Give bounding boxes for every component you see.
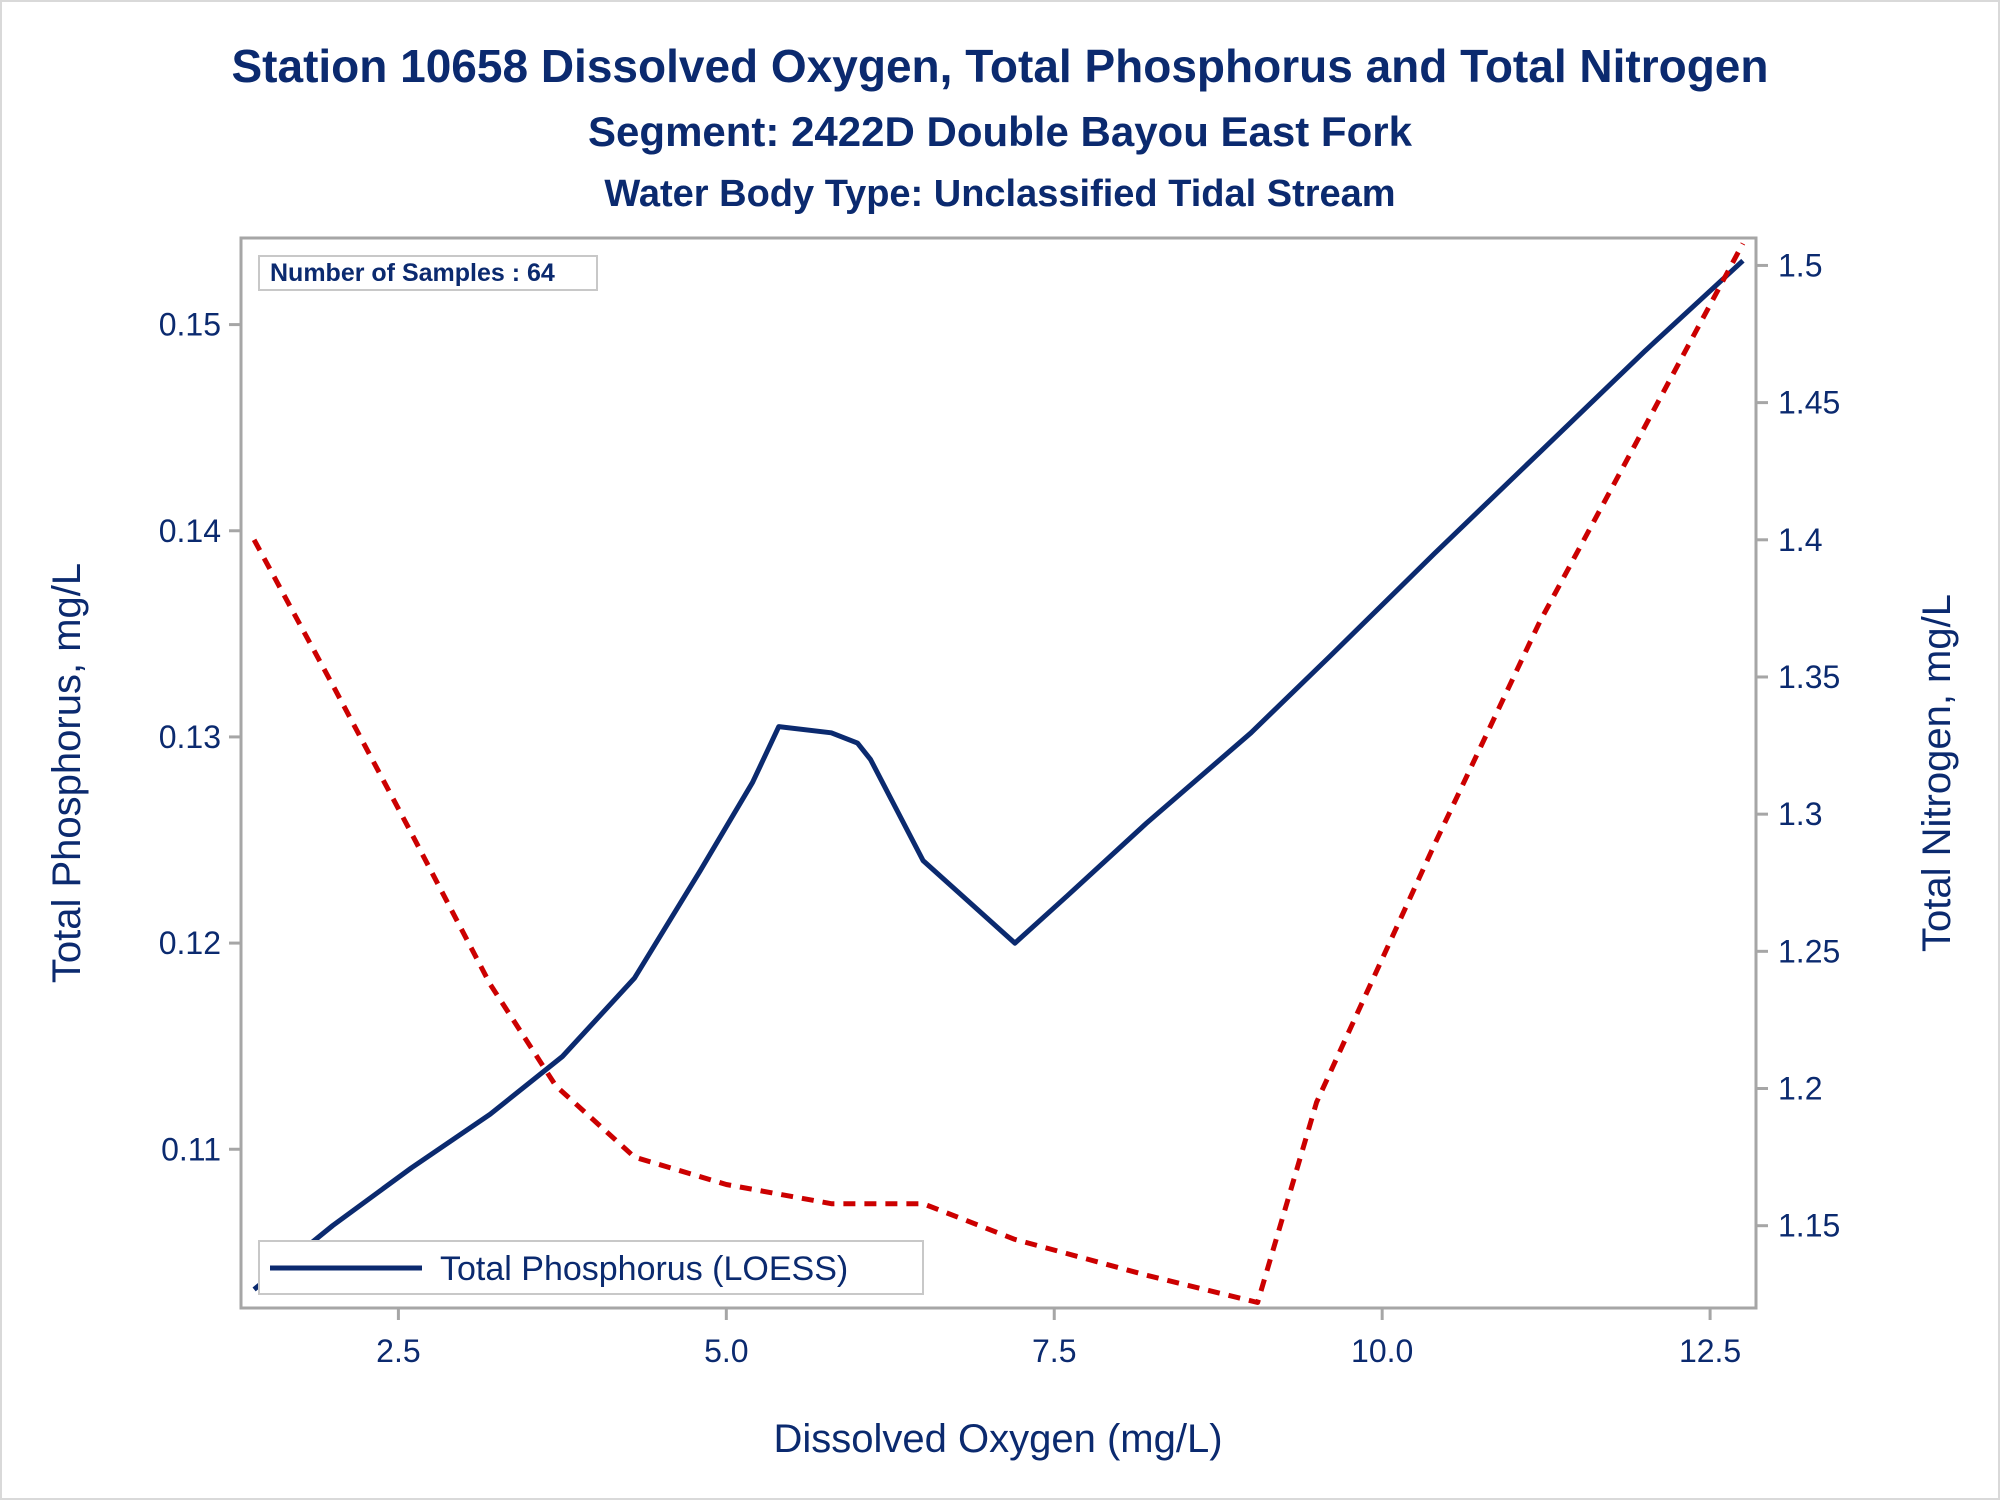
x-axis-label: Dissolved Oxygen (mg/L) [773,1417,1222,1461]
y-tick-label: 0.14 [159,513,221,549]
y2-tick-label: 1.15 [1778,1208,1840,1244]
y2-tick-label: 1.2 [1778,1071,1822,1107]
sample-count-label: Number of Samples : 64 [270,259,555,287]
x-tick-label: 5.0 [704,1333,748,1369]
y-tick-label: 0.11 [161,1131,221,1167]
legend-label: Total Phosphorus (LOESS) [440,1250,848,1288]
chart-subtitle: Segment: 2422D Double Bayou East Fork [588,108,1413,155]
y2-tick-label: 1.45 [1778,385,1840,421]
x-tick-label: 2.5 [376,1333,420,1369]
y2-tick-label: 1.4 [1778,522,1822,558]
y-tick-label: 0.15 [159,307,221,343]
x-axis-ticks: 2.5 5.0 7.5 10.0 12.5 [376,1308,1741,1369]
y2-axis-ticks: 1.15 1.2 1.25 1.3 1.35 1.4 1.45 1.5 [1756,247,1840,1244]
x-tick-label: 12.5 [1679,1333,1741,1369]
y-tick-label: 0.13 [159,719,221,755]
chart-title: Station 10658 Dissolved Oxygen, Total Ph… [231,40,1768,92]
y2-tick-label: 1.35 [1778,659,1840,695]
y2-tick-label: 1.3 [1778,796,1822,832]
chart-subtitle-2: Water Body Type: Unclassified Tidal Stre… [604,173,1395,215]
y-axis-ticks: 0.11 0.12 0.13 0.14 0.15 [159,307,241,1167]
y2-tick-label: 1.25 [1778,933,1840,969]
y-axis-label: Total Phosphorus, mg/L [45,563,89,983]
total-phosphorus-line [252,258,1745,1292]
x-tick-label: 10.0 [1351,1333,1413,1369]
x-tick-label: 7.5 [1032,1333,1076,1369]
y2-tick-label: 1.5 [1778,247,1822,283]
series-layer [251,242,1746,1305]
plot-area [239,236,1758,1310]
y-tick-label: 0.12 [159,925,221,961]
sample-count-box [258,255,598,291]
y2-axis-label: Total Nitrogen, mg/L [1915,594,1959,952]
total-nitrogen-line [251,242,1746,1305]
